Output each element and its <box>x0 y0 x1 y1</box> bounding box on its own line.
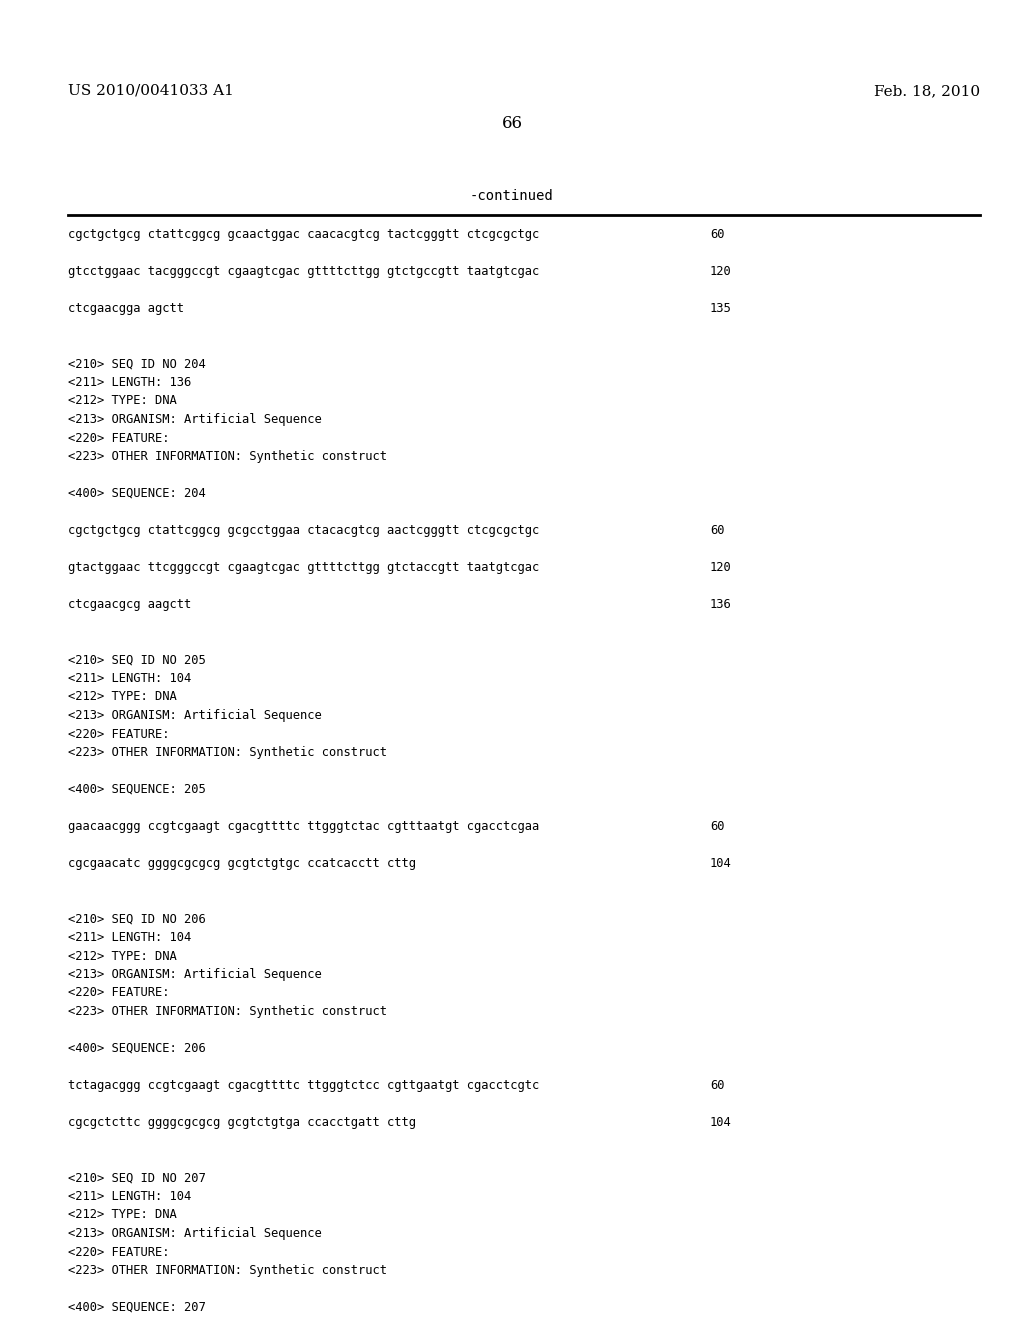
Text: <223> OTHER INFORMATION: Synthetic construct: <223> OTHER INFORMATION: Synthetic const… <box>68 1005 387 1018</box>
Text: 66: 66 <box>502 115 522 132</box>
Text: 60: 60 <box>710 1078 725 1092</box>
Text: <400> SEQUENCE: 204: <400> SEQUENCE: 204 <box>68 487 206 500</box>
Text: US 2010/0041033 A1: US 2010/0041033 A1 <box>68 84 233 98</box>
Text: gtactggaac ttcgggccgt cgaagtcgac gttttcttgg gtctaccgtt taatgtcgac: gtactggaac ttcgggccgt cgaagtcgac gttttct… <box>68 561 540 574</box>
Text: <223> OTHER INFORMATION: Synthetic construct: <223> OTHER INFORMATION: Synthetic const… <box>68 450 387 463</box>
Text: cgctgctgcg ctattcggcg gcaactggac caacacgtcg tactcgggtt ctcgcgctgc: cgctgctgcg ctattcggcg gcaactggac caacacg… <box>68 228 540 242</box>
Text: ctcgaacgcg aagctt: ctcgaacgcg aagctt <box>68 598 191 611</box>
Text: Feb. 18, 2010: Feb. 18, 2010 <box>873 84 980 98</box>
Text: tctagacggg ccgtcgaagt cgacgttttc ttgggtctcc cgttgaatgt cgacctcgtc: tctagacggg ccgtcgaagt cgacgttttc ttgggtc… <box>68 1078 540 1092</box>
Text: <212> TYPE: DNA: <212> TYPE: DNA <box>68 949 177 962</box>
Text: cgcgaacatc ggggcgcgcg gcgtctgtgc ccatcacctt cttg: cgcgaacatc ggggcgcgcg gcgtctgtgc ccatcac… <box>68 857 416 870</box>
Text: <223> OTHER INFORMATION: Synthetic construct: <223> OTHER INFORMATION: Synthetic const… <box>68 746 387 759</box>
Text: 60: 60 <box>710 820 725 833</box>
Text: 60: 60 <box>710 524 725 537</box>
Text: <211> LENGTH: 104: <211> LENGTH: 104 <box>68 672 191 685</box>
Text: -continued: -continued <box>470 189 554 203</box>
Text: <400> SEQUENCE: 207: <400> SEQUENCE: 207 <box>68 1302 206 1313</box>
Text: <223> OTHER INFORMATION: Synthetic construct: <223> OTHER INFORMATION: Synthetic const… <box>68 1265 387 1276</box>
Text: <213> ORGANISM: Artificial Sequence: <213> ORGANISM: Artificial Sequence <box>68 413 322 426</box>
Text: 135: 135 <box>710 302 732 315</box>
Text: <211> LENGTH: 136: <211> LENGTH: 136 <box>68 376 191 389</box>
Text: <400> SEQUENCE: 205: <400> SEQUENCE: 205 <box>68 783 206 796</box>
Text: <220> FEATURE:: <220> FEATURE: <box>68 1246 170 1258</box>
Text: <212> TYPE: DNA: <212> TYPE: DNA <box>68 690 177 704</box>
Text: gtcctggaac tacgggccgt cgaagtcgac gttttcttgg gtctgccgtt taatgtcgac: gtcctggaac tacgggccgt cgaagtcgac gttttct… <box>68 265 540 279</box>
Text: 136: 136 <box>710 598 732 611</box>
Text: <211> LENGTH: 104: <211> LENGTH: 104 <box>68 1191 191 1203</box>
Text: gaacaacggg ccgtcgaagt cgacgttttc ttgggtctac cgtttaatgt cgacctcgaa: gaacaacggg ccgtcgaagt cgacgttttc ttgggtc… <box>68 820 540 833</box>
Text: 104: 104 <box>710 857 732 870</box>
Text: <400> SEQUENCE: 206: <400> SEQUENCE: 206 <box>68 1041 206 1055</box>
Text: <211> LENGTH: 104: <211> LENGTH: 104 <box>68 931 191 944</box>
Text: <212> TYPE: DNA: <212> TYPE: DNA <box>68 1209 177 1221</box>
Text: <212> TYPE: DNA: <212> TYPE: DNA <box>68 395 177 408</box>
Text: <210> SEQ ID NO 207: <210> SEQ ID NO 207 <box>68 1172 206 1184</box>
Text: 60: 60 <box>710 228 725 242</box>
Text: 104: 104 <box>710 1115 732 1129</box>
Text: ctcgaacgga agctt: ctcgaacgga agctt <box>68 302 184 315</box>
Text: <213> ORGANISM: Artificial Sequence: <213> ORGANISM: Artificial Sequence <box>68 1228 322 1239</box>
Text: cgcgctcttc ggggcgcgcg gcgtctgtga ccacctgatt cttg: cgcgctcttc ggggcgcgcg gcgtctgtga ccacctg… <box>68 1115 416 1129</box>
Text: <220> FEATURE:: <220> FEATURE: <box>68 432 170 445</box>
Text: <213> ORGANISM: Artificial Sequence: <213> ORGANISM: Artificial Sequence <box>68 709 322 722</box>
Text: <213> ORGANISM: Artificial Sequence: <213> ORGANISM: Artificial Sequence <box>68 968 322 981</box>
Text: <220> FEATURE:: <220> FEATURE: <box>68 727 170 741</box>
Text: 120: 120 <box>710 561 732 574</box>
Text: <210> SEQ ID NO 206: <210> SEQ ID NO 206 <box>68 912 206 925</box>
Text: <220> FEATURE:: <220> FEATURE: <box>68 986 170 999</box>
Text: <210> SEQ ID NO 205: <210> SEQ ID NO 205 <box>68 653 206 667</box>
Text: cgctgctgcg ctattcggcg gcgcctggaa ctacacgtcg aactcgggtt ctcgcgctgc: cgctgctgcg ctattcggcg gcgcctggaa ctacacg… <box>68 524 540 537</box>
Text: <210> SEQ ID NO 204: <210> SEQ ID NO 204 <box>68 358 206 371</box>
Text: 120: 120 <box>710 265 732 279</box>
